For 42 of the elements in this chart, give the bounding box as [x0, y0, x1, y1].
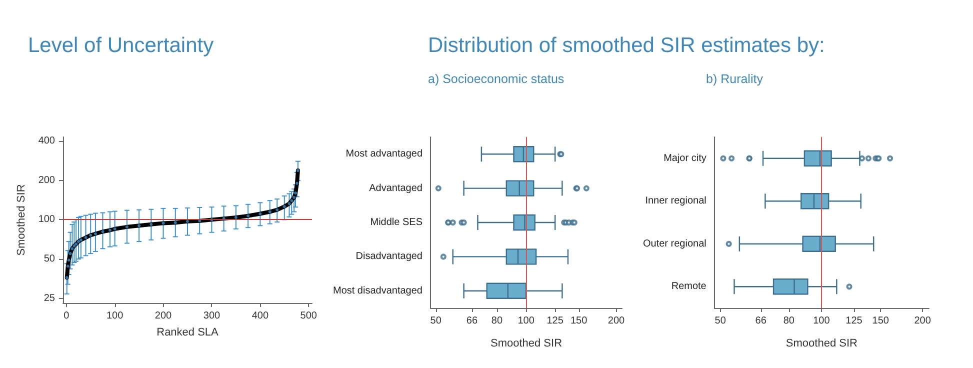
- x-tick-label: 150: [570, 316, 588, 326]
- y-tick-label: 25: [44, 292, 56, 304]
- y-tick-label: Major city: [664, 152, 706, 164]
- x-tick-label: 50: [714, 316, 726, 326]
- chart-title: Distribution of smoothed SIR estimates by:: [428, 34, 825, 58]
- y-axis-title: Smoothed SIR: [16, 184, 28, 256]
- x-tick-label: 125: [546, 316, 564, 326]
- x-tick-label: 80: [491, 316, 503, 326]
- x-tick-label: 66: [755, 316, 767, 326]
- x-tick-label: 200: [608, 316, 626, 326]
- x-tick-label: 100: [106, 310, 124, 322]
- y-tick-label: Remote: [671, 281, 707, 292]
- y-tick-label: 50: [44, 253, 56, 264]
- x-tick-label: 200: [154, 310, 172, 322]
- chart-subtitle: a) Socioeconomic status: [428, 72, 564, 86]
- y-tick-label: Advantaged: [369, 182, 422, 194]
- x-tick-label: 200: [914, 316, 932, 326]
- y-tick-label: Inner regional: [645, 196, 706, 207]
- x-tick-label: 100: [813, 316, 830, 326]
- chart-subtitle: b) Rurality: [706, 72, 763, 86]
- x-axis-title: Smoothed SIR: [490, 338, 562, 350]
- y-tick-label: Outer regional: [642, 238, 706, 250]
- x-axis-title: Smoothed SIR: [786, 338, 858, 350]
- x-tick-label: 80: [783, 316, 795, 326]
- x-tick-label: 0: [64, 310, 70, 322]
- x-tick-label: 125: [846, 316, 863, 326]
- y-tick-label: Disadvantaged: [356, 251, 422, 262]
- x-tick-label: 500: [300, 310, 318, 322]
- y-tick-label: Middle SES: [370, 217, 423, 228]
- y-tick-label: Most disadvantaged: [332, 285, 422, 296]
- x-tick-label: 400: [252, 310, 269, 322]
- x-tick-label: 150: [872, 316, 890, 326]
- x-tick-label: 66: [466, 316, 478, 326]
- y-tick-label: Most advantaged: [346, 148, 422, 160]
- x-tick-label: 300: [203, 310, 220, 322]
- x-axis-title: Ranked SLA: [156, 326, 220, 338]
- x-tick-label: 100: [518, 316, 535, 326]
- x-tick-label: 50: [430, 316, 442, 326]
- y-tick-label: 400: [38, 136, 56, 147]
- y-tick-label: 200: [38, 174, 56, 186]
- chart-title: Level of Uncertainty: [28, 34, 214, 58]
- y-tick-label: 100: [38, 214, 56, 226]
